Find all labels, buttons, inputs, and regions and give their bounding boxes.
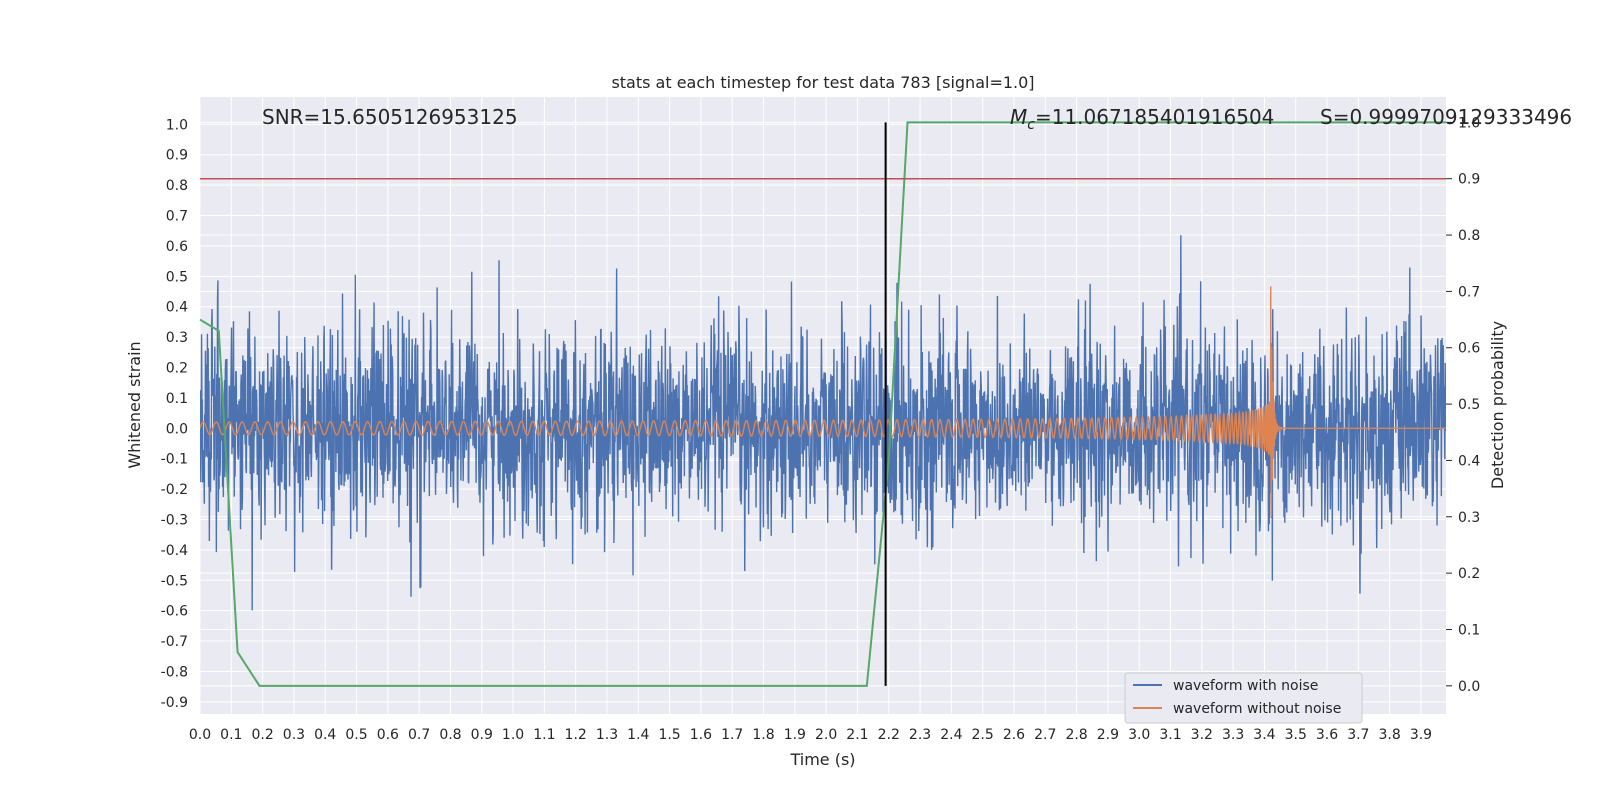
y-ticks: 1.0 0.9 0.8 0.7 0.6 0.5 0.4 0.3 0.2 0.1 0.0 -0.1 -0.…	[161, 117, 188, 710]
y-tick-label: 0.7	[166, 209, 188, 225]
x-tick-label: 3.6	[1316, 727, 1338, 743]
x-tick-label: 0.1	[220, 727, 242, 743]
y-tick-label: -0.6	[161, 604, 188, 620]
y2-tick-label: 0.4	[1458, 453, 1480, 469]
y2-tick-label: 0.3	[1458, 510, 1480, 526]
x-tick-label: 0.7	[408, 727, 430, 743]
y2-tick-label: 0.0	[1458, 679, 1480, 695]
legend-label-noisy: waveform with noise	[1173, 678, 1318, 694]
x-tick-label: 2.5	[972, 727, 994, 743]
snr-annotation: SNR=15.6505126953125	[262, 105, 518, 129]
mc-value: =11.067185401916504	[1035, 105, 1274, 129]
x-axis-label: Time (s)	[789, 750, 855, 769]
series-line-probability	[199, 121, 1446, 687]
y-tick-label: 0.5	[166, 269, 188, 285]
y-tick-label: 1.0	[166, 117, 188, 133]
x-tick-label: 1.2	[565, 727, 587, 743]
y-tick-label: -0.2	[161, 482, 188, 498]
y-tick-label: 0.9	[166, 148, 188, 164]
s-annotation: S=0.9999709129333496	[1320, 105, 1572, 129]
x-tick-label: 1.5	[658, 727, 680, 743]
x-tick-label: 1.6	[690, 727, 712, 743]
x-tick-label: 3.4	[1253, 727, 1275, 743]
x-tick-label: 3.5	[1285, 727, 1307, 743]
y-tick-label: -0.3	[161, 512, 188, 528]
x-tick-label: 1.7	[721, 727, 743, 743]
x-tick-label: 2.8	[1065, 727, 1087, 743]
y2-tick-label: 0.7	[1458, 284, 1480, 300]
chart-title: stats at each timestep for test data 783…	[611, 73, 1034, 92]
y2-axis-label: Detection probability	[1488, 321, 1507, 489]
x-tick-label: 2.2	[878, 727, 900, 743]
y2-tick-label: 0.6	[1458, 341, 1480, 357]
y2-tick-label: 0.8	[1458, 228, 1480, 244]
x-tick-label: 0.5	[345, 727, 367, 743]
y2-ticks: 1.0 0.9 0.8 0.7 0.6 0.5 0.4 0.3 0.2 0.1 0.0	[1446, 115, 1480, 695]
x-tick-label: 3.8	[1379, 727, 1401, 743]
x-tick-label: 3.0	[1128, 727, 1150, 743]
y-tick-label: -0.4	[161, 543, 188, 559]
y-tick-label: 0.4	[166, 300, 188, 316]
y2-tick-label: 1.0	[1458, 115, 1480, 131]
y-tick-label: -0.1	[161, 452, 188, 468]
x-tick-label: 0.6	[377, 727, 399, 743]
y-tick-label: 0.2	[166, 361, 188, 377]
x-tick-label: 3.7	[1347, 727, 1369, 743]
y-axis-label: Whitened strain	[125, 341, 144, 468]
legend-box	[1124, 672, 1363, 724]
y-tick-label: -0.8	[161, 664, 188, 680]
x-tick-label: 2.0	[815, 727, 837, 743]
x-tick-label: 3.3	[1222, 727, 1244, 743]
y-tick-label: 0.3	[166, 330, 188, 346]
series-line-clean	[200, 286, 1446, 518]
x-tick-label: 1.8	[752, 727, 774, 743]
y2-tick-label: 0.5	[1458, 397, 1480, 413]
legend: waveform with noise waveform without noi…	[1124, 672, 1363, 724]
x-tick-label: 1.9	[784, 727, 806, 743]
x-ticks: 0.0 0.1 0.2 0.3 0.4 0.5 0.6 0.7 0.8 0.9 1.0 1.1 1.2 1…	[189, 727, 1432, 743]
y-tick-label: 0.1	[166, 391, 188, 407]
x-tick-label: 0.4	[314, 727, 336, 743]
mc-subscript: c	[1027, 117, 1035, 133]
x-tick-label: 0.0	[189, 727, 211, 743]
y2-tick-label: 0.9	[1458, 172, 1480, 188]
y-tick-label: -0.5	[161, 573, 188, 589]
y-tick-label: 0.6	[166, 239, 188, 255]
series-detection-probability	[199, 121, 1446, 687]
x-tick-label: 3.1	[1159, 727, 1181, 743]
x-tick-label: 1.1	[533, 727, 555, 743]
y-tick-label: -0.9	[161, 695, 188, 711]
mc-symbol: M	[1010, 105, 1027, 129]
x-tick-label: 1.3	[596, 727, 618, 743]
x-tick-label: 3.9	[1410, 727, 1432, 743]
series-waveform-without-noise	[200, 286, 1446, 518]
y2-tick-label: 0.2	[1458, 566, 1480, 582]
y-tick-label: 0.0	[166, 421, 188, 437]
x-tick-label: 0.3	[283, 727, 305, 743]
x-tick-label: 2.4	[940, 727, 962, 743]
x-tick-label: 2.1	[846, 727, 868, 743]
legend-label-clean: waveform without noise	[1173, 701, 1341, 717]
x-tick-label: 2.6	[1003, 727, 1025, 743]
x-tick-label: 1.4	[627, 727, 649, 743]
chirp-mass-annotation: Mc=11.067185401916504	[1010, 105, 1274, 133]
y-tick-label: -0.7	[161, 634, 188, 650]
x-tick-label: 2.3	[909, 727, 931, 743]
x-tick-label: 0.9	[471, 727, 493, 743]
x-tick-label: 0.8	[439, 727, 461, 743]
x-tick-label: 2.9	[1097, 727, 1119, 743]
x-tick-label: 0.2	[251, 727, 273, 743]
overlays	[200, 122, 1446, 686]
y-tick-label: 0.8	[166, 178, 188, 194]
y2-tick-label: 0.1	[1458, 622, 1480, 638]
x-tick-label: 1.0	[502, 727, 524, 743]
x-tick-label: 2.7	[1034, 727, 1056, 743]
x-tick-label: 3.2	[1191, 727, 1213, 743]
